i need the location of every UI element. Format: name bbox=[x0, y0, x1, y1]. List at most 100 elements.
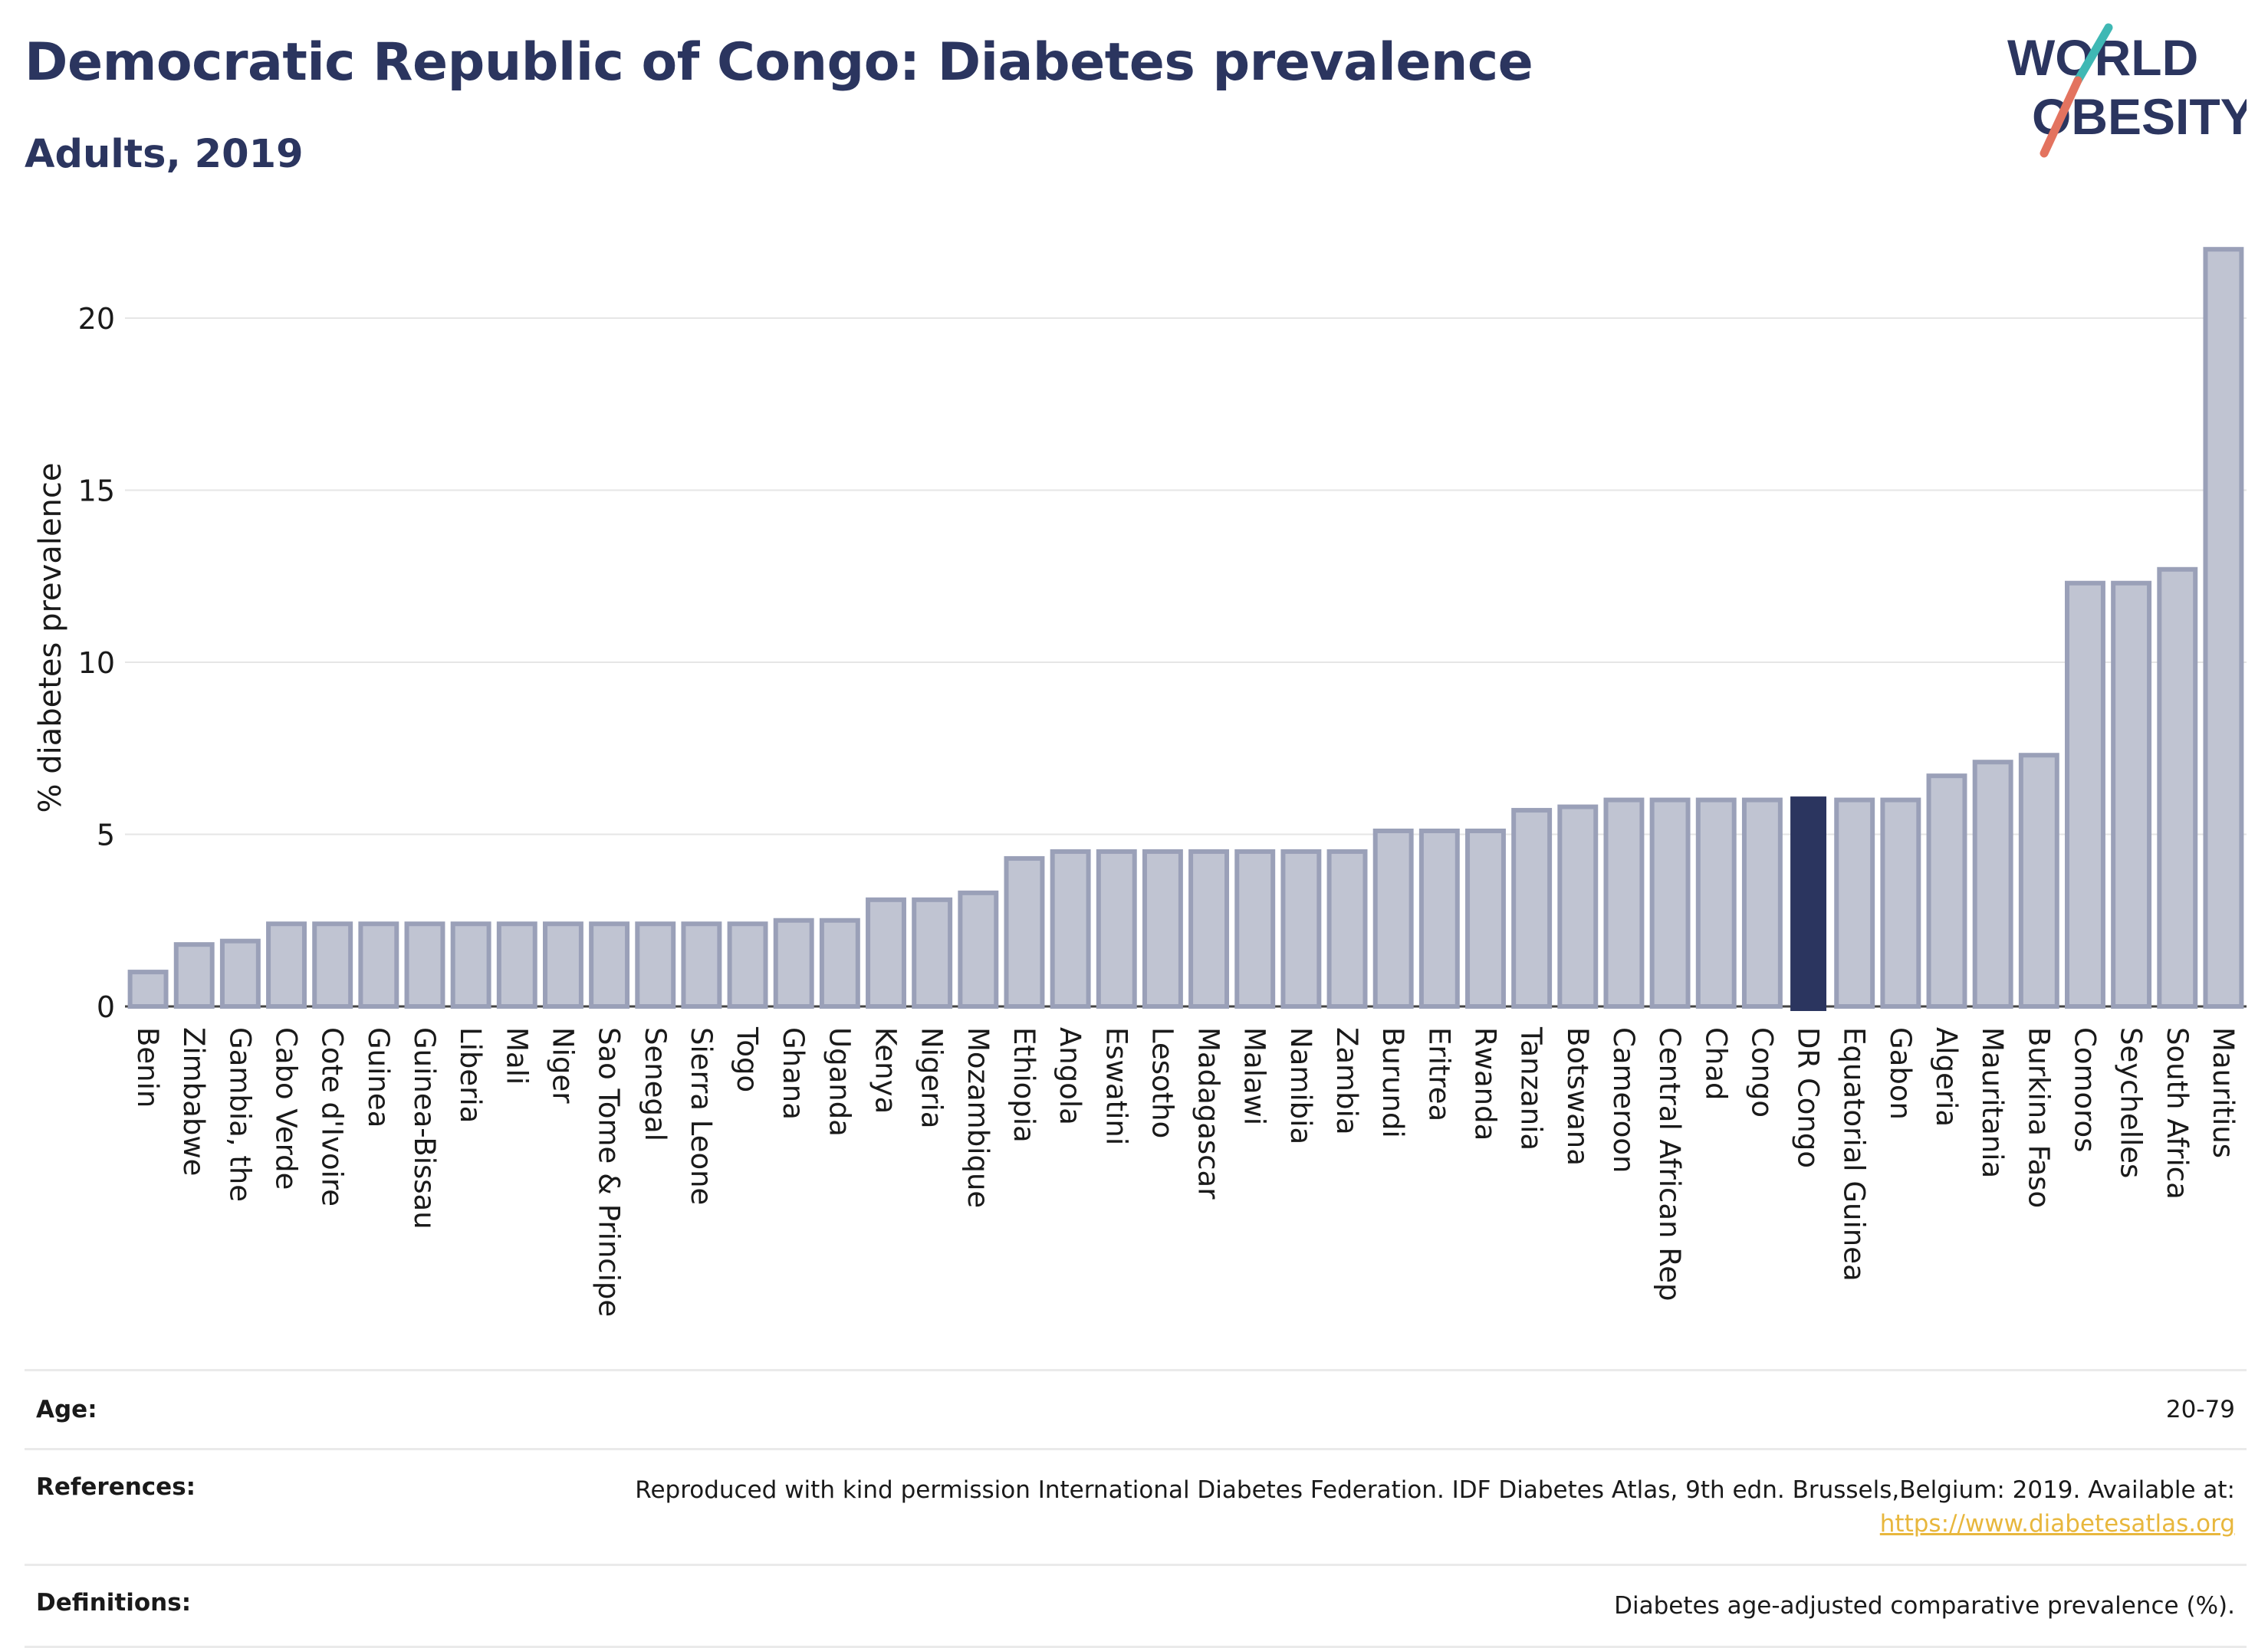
world-obesity-logo: WORLD OBESITY bbox=[2007, 23, 2247, 158]
y-tick-labels: 0 5 10 15 20 bbox=[78, 302, 115, 1024]
x-tick-label: Benin bbox=[131, 1027, 164, 1108]
bar bbox=[358, 921, 399, 1009]
logo-slash-teal bbox=[2073, 23, 2113, 85]
x-tick-label: Algeria bbox=[1930, 1027, 1963, 1127]
age-value: 20-79 bbox=[2165, 1396, 2235, 1423]
x-tick-label: Nigeria bbox=[915, 1027, 948, 1128]
x-tick-label: Lesotho bbox=[1146, 1027, 1178, 1138]
bar bbox=[404, 921, 445, 1009]
x-tick-label: Liberia bbox=[454, 1027, 487, 1123]
bar bbox=[2157, 566, 2198, 1009]
bar bbox=[1418, 829, 1460, 1009]
x-tick-labels: Benin Zimbabwe Gambia, the Cabo Verde Cote d… bbox=[131, 1026, 2240, 1317]
bar bbox=[266, 921, 307, 1009]
x-tick-label: Botswana bbox=[1561, 1027, 1594, 1166]
bar bbox=[127, 970, 169, 1009]
bar bbox=[1142, 849, 1183, 1009]
x-tick-label: Madagascar bbox=[1192, 1027, 1225, 1200]
y-tick-label: 20 bbox=[78, 302, 115, 336]
x-tick-label: Eswatini bbox=[1099, 1027, 1132, 1145]
x-tick-label: Sao Tome & Principe bbox=[593, 1027, 626, 1317]
x-tick-label: Comoros bbox=[2068, 1027, 2101, 1152]
x-tick-label: Equatorial Guinea bbox=[1838, 1027, 1871, 1282]
bar bbox=[1188, 849, 1230, 1009]
references-link[interactable]: https://www.diabetesatlas.org bbox=[1879, 1510, 2235, 1538]
x-tick-label: Niger bbox=[546, 1027, 579, 1104]
y-tick-label: 10 bbox=[78, 646, 115, 680]
bar bbox=[1050, 849, 1091, 1009]
bar bbox=[1372, 829, 1414, 1009]
x-tick-label: Chad bbox=[1699, 1027, 1732, 1100]
x-tick-label: Mauritius bbox=[2207, 1027, 2240, 1158]
x-tick-label: Mali bbox=[500, 1027, 533, 1085]
bar bbox=[2018, 753, 2059, 1009]
chart-title: Democratic Republic of Congo: Diabetes p… bbox=[25, 32, 1533, 93]
x-tick-label: Rwanda bbox=[1468, 1027, 1501, 1141]
x-tick-label: Zimbabwe bbox=[177, 1027, 210, 1176]
bar bbox=[1004, 855, 1045, 1009]
bar bbox=[1880, 797, 1921, 1009]
x-tick-label: Malawi bbox=[1238, 1027, 1271, 1125]
bar bbox=[542, 921, 583, 1009]
bar bbox=[589, 921, 630, 1009]
x-tick-label: Tanzania bbox=[1515, 1026, 1548, 1151]
bar bbox=[1695, 797, 1737, 1009]
x-tick-label: Mauritania bbox=[1976, 1027, 2009, 1178]
bar bbox=[1511, 808, 1553, 1009]
x-tick-label: Congo bbox=[1745, 1027, 1778, 1118]
x-tick-label: Namibia bbox=[1284, 1027, 1317, 1144]
definitions-label: Definitions: bbox=[36, 1589, 192, 1617]
bar bbox=[958, 890, 999, 1009]
x-tick-label: Cameroon bbox=[1607, 1027, 1640, 1173]
bar bbox=[1234, 849, 1276, 1009]
bar bbox=[912, 897, 953, 1009]
bar bbox=[2111, 580, 2152, 1009]
bar-chart: 0 5 10 15 20 Benin Zimbabwe Gambia, the Cabo Ve… bbox=[33, 247, 2247, 1317]
bar bbox=[2065, 580, 2105, 1009]
bar bbox=[496, 921, 537, 1009]
x-tick-label: Central African Rep bbox=[1653, 1027, 1686, 1302]
x-tick-label: Eritrea bbox=[1422, 1027, 1455, 1121]
x-tick-label: Mozambique bbox=[961, 1027, 994, 1208]
bar bbox=[773, 918, 814, 1009]
bar bbox=[1096, 849, 1137, 1009]
x-tick-label: Gabon bbox=[1884, 1027, 1917, 1120]
bar bbox=[1834, 797, 1875, 1009]
footer-row-references: References: Reproduced with kind permiss… bbox=[25, 1448, 2247, 1564]
x-tick-label: Angola bbox=[1053, 1027, 1086, 1125]
definitions-value: Diabetes age-adjusted comparative preval… bbox=[1614, 1592, 2235, 1620]
bar bbox=[1741, 797, 1783, 1009]
x-tick-label: Burundi bbox=[1376, 1027, 1409, 1138]
bar bbox=[1649, 797, 1691, 1009]
footer-row-age: Age: 20-79 bbox=[25, 1369, 2247, 1448]
footer-row-definitions: Definitions: Diabetes age-adjusted compa… bbox=[25, 1564, 2247, 1648]
bar bbox=[681, 921, 722, 1009]
x-tick-label: Burkina Faso bbox=[2022, 1027, 2055, 1208]
bar bbox=[1326, 849, 1368, 1009]
y-tick-label: 0 bbox=[97, 990, 115, 1024]
bar bbox=[2203, 247, 2244, 1009]
x-tick-label: Togo bbox=[731, 1026, 764, 1092]
y-axis-label: % diabetes prevalence bbox=[33, 462, 68, 813]
y-tick-label: 15 bbox=[78, 474, 115, 508]
bar bbox=[219, 938, 261, 1009]
x-tick-label: Cabo Verde bbox=[270, 1027, 303, 1190]
bar bbox=[819, 918, 860, 1009]
chart-subtitle: Adults, 2019 bbox=[25, 132, 304, 177]
bar bbox=[1557, 804, 1599, 1009]
bar bbox=[1280, 849, 1322, 1009]
bar bbox=[1465, 829, 1506, 1009]
x-tick-label: Guinea-Bissau bbox=[408, 1027, 441, 1229]
bar bbox=[1972, 760, 2013, 1009]
x-tick-label: Uganda bbox=[823, 1027, 856, 1137]
bar bbox=[312, 921, 353, 1009]
chart-footer: Age: 20-79 References: Reproduced with k… bbox=[25, 1369, 2247, 1648]
bar bbox=[450, 921, 491, 1009]
bar-highlight bbox=[1790, 796, 1827, 1011]
age-label: Age: bbox=[36, 1396, 97, 1423]
x-tick-label: Ghana bbox=[777, 1027, 810, 1120]
bar bbox=[727, 921, 768, 1009]
logo-slash-coral bbox=[2040, 76, 2082, 158]
x-tick-label: DR Congo bbox=[1792, 1027, 1825, 1168]
x-tick-label: Zambia bbox=[1330, 1027, 1363, 1135]
